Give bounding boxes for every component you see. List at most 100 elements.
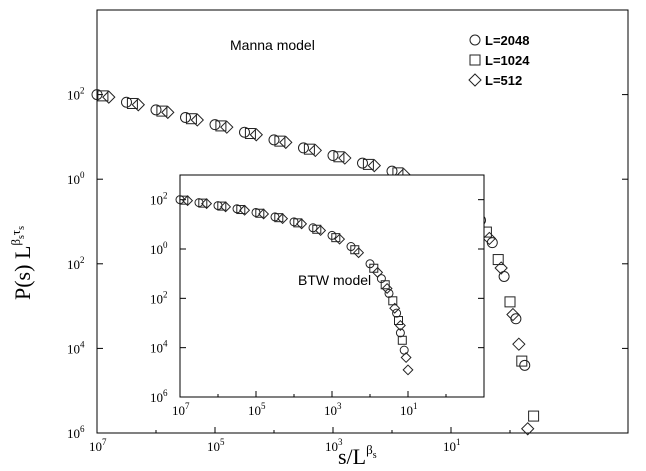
- data-point-diamond: [277, 213, 289, 225]
- data-point-square: [274, 213, 284, 223]
- data-point-circle: [180, 111, 191, 123]
- y-tick-label: 102: [150, 289, 168, 306]
- y-tick-label: 102: [67, 255, 85, 272]
- data-point-square: [504, 296, 516, 308]
- inset-annotation: BTW model: [298, 272, 371, 288]
- data-point-square: [303, 143, 315, 155]
- data-point-diamond: [394, 319, 406, 331]
- data-point-square: [185, 113, 197, 125]
- data-point-diamond: [506, 307, 520, 322]
- data-point-diamond: [400, 352, 412, 364]
- legend-label: L=1024: [485, 53, 530, 68]
- y-axis-label: P(s) Lβsτs: [8, 226, 35, 300]
- x-tick-label: 103: [324, 401, 342, 418]
- data-point-circle: [510, 313, 522, 325]
- data-point-circle: [395, 328, 405, 338]
- data-point-diamond: [190, 113, 205, 127]
- data-point-diamond: [520, 422, 535, 436]
- data-point-circle: [486, 237, 498, 249]
- main-annotation: Manna model: [230, 37, 315, 53]
- data-point-diamond: [512, 337, 526, 351]
- data-point-diamond: [482, 231, 497, 246]
- data-point-diamond: [182, 195, 194, 207]
- data-point-circle: [121, 96, 132, 108]
- main-plot-frame: [96, 9, 629, 434]
- data-point-diamond: [389, 302, 401, 314]
- inset-plot-panel: 107 105 103 101 102 100 102 104 106 BTW model: [150, 174, 485, 418]
- data-point-circle: [357, 157, 368, 169]
- data-point-diamond: [220, 120, 234, 134]
- data-point-diamond: [372, 266, 384, 278]
- data-point-square: [179, 195, 189, 205]
- data-point-circle: [392, 308, 402, 318]
- y-tick-label: 100: [67, 170, 85, 187]
- legend-marker-diamond: [468, 73, 482, 87]
- legend-label: L=512: [485, 73, 522, 88]
- data-point-circle: [91, 89, 103, 101]
- data-point-square: [528, 410, 540, 422]
- x-tick-label: 101: [400, 401, 418, 418]
- x-tick-label: 107: [172, 401, 190, 418]
- data-point-diamond: [353, 247, 365, 259]
- y-tick-label: 102: [150, 191, 168, 208]
- data-point-diamond: [201, 198, 213, 210]
- data-point-square: [380, 280, 390, 290]
- legend-marker-circle: [469, 34, 481, 46]
- data-point-square: [312, 224, 322, 234]
- data-point-square: [516, 355, 528, 367]
- data-point-circle: [150, 104, 162, 116]
- data-point-square: [362, 158, 374, 170]
- data-point-circle: [268, 134, 280, 146]
- x-tick-label: 103: [325, 437, 343, 454]
- data-point-square: [215, 120, 227, 132]
- data-point-diamond: [367, 158, 382, 173]
- data-point-square: [244, 128, 256, 140]
- data-point-diamond: [249, 128, 264, 142]
- x-tick-label: 107: [89, 437, 107, 454]
- legend-label: L=2048: [485, 33, 529, 48]
- data-point-diamond: [239, 204, 251, 216]
- data-point-square: [126, 97, 138, 109]
- data-point-square: [293, 218, 303, 228]
- data-point-square: [97, 90, 109, 102]
- main-plot-panel: 107 105 103 101 102 100 102 104 106 Manna model…: [67, 9, 629, 454]
- data-point-square: [156, 105, 168, 117]
- data-point-square: [274, 135, 286, 147]
- data-point-diamond: [102, 90, 116, 104]
- data-point-diamond: [315, 224, 327, 237]
- y-tick-label: 106: [67, 424, 85, 441]
- y-tick-label: 102: [67, 86, 85, 103]
- data-point-diamond: [161, 105, 175, 120]
- data-point-circle: [327, 150, 339, 162]
- inset-plot-frame: [179, 174, 485, 398]
- x-axis-label: s/Lβs: [338, 442, 377, 469]
- data-point-square: [394, 316, 403, 326]
- data-point-diamond: [381, 282, 393, 294]
- y-tick-label: 106: [150, 388, 168, 405]
- x-tick-label: 105: [207, 437, 225, 454]
- data-point-diamond: [494, 261, 508, 275]
- data-point-diamond: [131, 98, 146, 112]
- data-point-diamond: [296, 218, 308, 230]
- data-point-circle: [298, 142, 309, 154]
- x-tick-label: 101: [443, 437, 461, 454]
- data-point-square: [236, 205, 246, 215]
- data-point-circle: [239, 126, 250, 138]
- data-point-square: [217, 201, 227, 211]
- legend-marker-square: [469, 54, 481, 66]
- x-tick-label: 105: [248, 401, 266, 418]
- data-point-diamond: [402, 364, 414, 376]
- data-point-diamond: [334, 233, 346, 245]
- data-point-diamond: [279, 135, 293, 150]
- y-tick-label: 104: [67, 339, 85, 356]
- data-point-diamond: [220, 201, 232, 213]
- data-point-square: [198, 198, 208, 208]
- data-point-diamond: [308, 143, 323, 158]
- data-point-circle: [519, 359, 531, 371]
- y-tick-label: 100: [150, 240, 168, 257]
- data-point-diamond: [338, 151, 352, 165]
- data-point-diamond: [258, 208, 270, 220]
- data-point-circle: [209, 119, 221, 131]
- data-point-square: [331, 233, 341, 243]
